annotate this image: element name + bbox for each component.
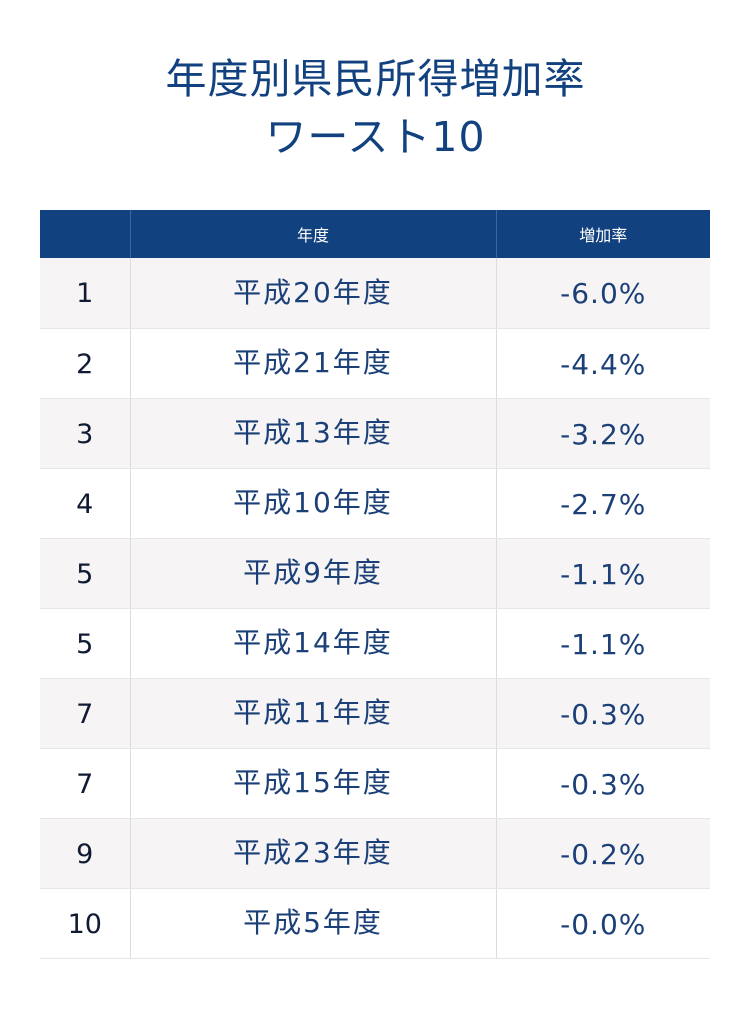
table-row: 3 平成13年度 -3.2% <box>40 398 710 469</box>
year-cell: 平成5年度 <box>130 888 497 959</box>
rate-cell: -2.7% <box>496 468 710 539</box>
table-row: 5 平成9年度 -1.1% <box>40 538 710 609</box>
rate-cell: -0.2% <box>496 818 710 889</box>
ranking-table: 年度 増加率 1 平成20年度 -6.0% 2 平成21年度 -4.4% 3 平成13年度 -3… <box>40 210 710 959</box>
rank-cell: 9 <box>40 818 131 889</box>
header-rate: 増加率 <box>579 226 628 245</box>
rank-cell: 10 <box>40 888 131 959</box>
rank-cell: 5 <box>40 538 131 609</box>
header-row: 年度 増加率 <box>40 210 710 258</box>
rate-cell: -1.1% <box>496 538 710 609</box>
table-row: 2 平成21年度 -4.4% <box>40 328 710 399</box>
year-cell: 平成9年度 <box>130 538 497 609</box>
rank-cell: 3 <box>40 398 131 469</box>
year-cell: 平成11年度 <box>130 678 497 749</box>
rate-cell: -0.3% <box>496 678 710 749</box>
rank-cell: 7 <box>40 678 131 749</box>
rank-cell: 1 <box>40 258 131 329</box>
rank-cell: 4 <box>40 468 131 539</box>
header-rank <box>40 210 131 258</box>
rate-cell: -4.4% <box>496 328 710 399</box>
table-row: 7 平成11年度 -0.3% <box>40 678 710 749</box>
table-body: 1 平成20年度 -6.0% 2 平成21年度 -4.4% 3 平成13年度 -3.2% 4 平成1… <box>40 258 710 959</box>
header-year: 年度 <box>130 210 497 258</box>
table-row: 7 平成15年度 -0.3% <box>40 748 710 819</box>
rate-cell: -0.0% <box>496 888 710 959</box>
rank-cell: 5 <box>40 608 131 679</box>
chart-title: 年度別県民所得増加率 ワースト10 <box>0 50 751 166</box>
rank-cell: 2 <box>40 328 131 399</box>
table-row: 4 平成10年度 -2.7% <box>40 468 710 539</box>
year-cell: 平成14年度 <box>130 608 497 679</box>
table-row: 10 平成5年度 -0.0% <box>40 888 710 959</box>
year-cell: 平成15年度 <box>130 748 497 819</box>
table-row: 5 平成14年度 -1.1% <box>40 608 710 679</box>
year-cell: 平成21年度 <box>130 328 497 399</box>
year-cell: 平成20年度 <box>130 258 497 329</box>
rate-cell: -3.2% <box>496 398 710 469</box>
rate-cell: -1.1% <box>496 608 710 679</box>
rank-cell: 7 <box>40 748 131 819</box>
table-row: 1 平成20年度 -6.0% <box>40 258 710 329</box>
title-line-2: ワースト10 <box>265 113 486 161</box>
rate-cell: -6.0% <box>496 258 710 329</box>
year-cell: 平成13年度 <box>130 398 497 469</box>
table-header: 年度 増加率 <box>40 210 710 258</box>
rate-cell: -0.3% <box>496 748 710 819</box>
title-line-1: 年度別県民所得増加率 <box>165 55 586 103</box>
year-cell: 平成10年度 <box>130 468 497 539</box>
year-cell: 平成23年度 <box>130 818 497 889</box>
table-row: 9 平成23年度 -0.2% <box>40 818 710 889</box>
